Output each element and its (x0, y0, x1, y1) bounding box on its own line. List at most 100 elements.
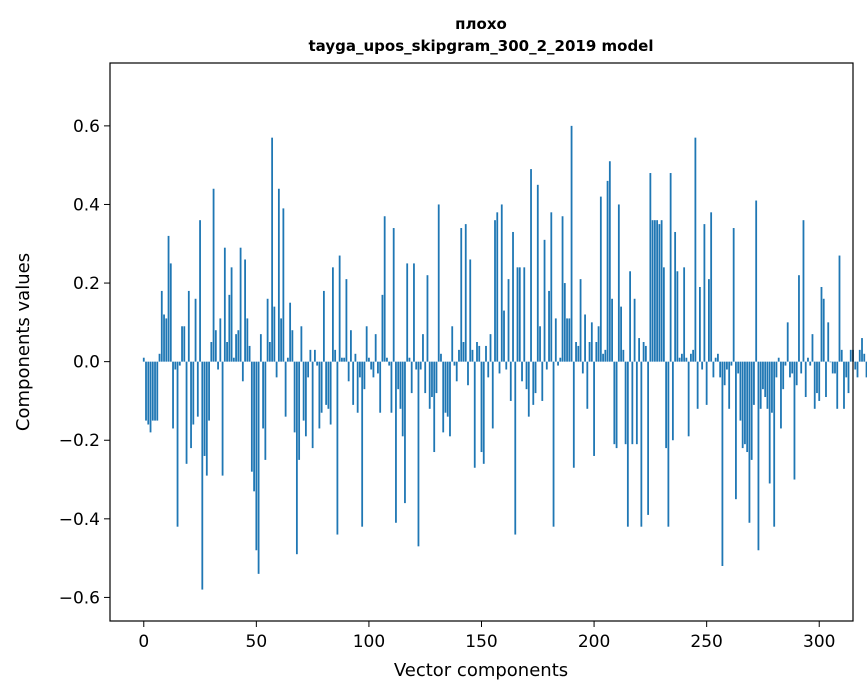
bar-209 (613, 361, 616, 445)
bar-319 (861, 338, 863, 362)
bar-76 (313, 349, 316, 362)
bar-157 (496, 212, 499, 362)
bar-136 (449, 361, 451, 437)
bar-67 (293, 361, 296, 433)
bar-252 (710, 212, 713, 362)
bar-152 (485, 345, 487, 362)
bar-283 (780, 361, 782, 429)
bar-302 (822, 298, 825, 362)
bar-301 (820, 286, 823, 362)
y-axis-ticks: −0.6 −0.4 −0.2 0.0 0.2 0.4 0.6 (59, 117, 110, 608)
bar-186 (561, 216, 564, 362)
bar-3 (149, 361, 152, 433)
bar-38 (228, 294, 231, 362)
bar-158 (498, 361, 501, 374)
bar-57 (271, 137, 274, 362)
bar-52 (259, 334, 262, 362)
bar-308 (836, 361, 839, 409)
bar-295 (807, 357, 809, 362)
bar-212 (620, 306, 622, 362)
bar-193 (577, 345, 580, 362)
bar-68 (295, 361, 298, 555)
bar-205 (604, 349, 607, 362)
bar-285 (784, 361, 787, 366)
bar-32 (214, 330, 217, 362)
bar-219 (635, 361, 638, 445)
bar-276 (764, 361, 767, 398)
bar-79 (320, 361, 323, 413)
bar-218 (633, 298, 636, 362)
bar-110 (390, 361, 393, 413)
bar-229 (658, 224, 661, 362)
chart-title-line1: плохо (455, 15, 507, 33)
bar-40 (232, 357, 235, 362)
bar-224 (647, 361, 650, 515)
bar-21 (190, 361, 192, 449)
bar-177 (541, 361, 544, 401)
bar-246 (696, 361, 699, 409)
bar-35 (221, 361, 224, 476)
bar-201 (595, 342, 598, 362)
bar-13 (172, 361, 174, 429)
bar-125 (424, 361, 427, 394)
bar-289 (793, 361, 796, 480)
bar-198 (588, 342, 591, 362)
bar-101 (370, 361, 373, 370)
bar-263 (735, 361, 737, 500)
bar-121 (415, 361, 418, 370)
bar-78 (318, 361, 321, 429)
bar-108 (386, 357, 388, 362)
bar-211 (617, 204, 620, 362)
bar-282 (777, 357, 780, 362)
bar-284 (782, 361, 785, 390)
bar-306 (831, 361, 834, 374)
bar-50 (255, 361, 258, 551)
bars-group (142, 125, 867, 590)
bar-206 (606, 180, 609, 362)
bar-275 (762, 361, 764, 390)
bar-124 (422, 334, 424, 362)
x-tick-label: 300 (803, 632, 835, 652)
bar-92 (350, 330, 352, 362)
bar-294 (804, 361, 807, 398)
bar-94 (354, 353, 357, 362)
bar-299 (816, 361, 818, 394)
bar-114 (399, 361, 402, 409)
bar-42 (237, 330, 240, 362)
bar-183 (554, 318, 557, 362)
bar-34 (219, 318, 222, 362)
bar-41 (235, 334, 237, 362)
bar-300 (818, 361, 821, 401)
y-tick-label: −0.6 (59, 588, 100, 608)
bar-163 (509, 361, 512, 401)
bar-143 (464, 224, 467, 362)
bar-305 (829, 361, 832, 363)
bar-89 (343, 357, 346, 362)
bar-99 (365, 326, 368, 362)
bar-106 (381, 294, 384, 362)
bar-196 (584, 314, 586, 362)
bar-116 (404, 361, 406, 504)
bar-243 (689, 353, 692, 362)
bar-192 (575, 342, 577, 362)
bar-182 (552, 361, 555, 527)
bar-44 (241, 361, 244, 382)
bar-309 (838, 255, 841, 362)
bar-181 (550, 212, 553, 362)
bar-6 (156, 361, 159, 421)
bar-17 (181, 326, 183, 362)
bar-291 (798, 275, 800, 362)
bar-66 (291, 330, 294, 362)
bar-260 (728, 361, 731, 409)
bar-107 (383, 216, 386, 362)
bar-244 (692, 349, 695, 362)
bar-53 (262, 361, 264, 429)
bar-80 (322, 290, 325, 362)
bar-11 (167, 235, 170, 362)
bar-130 (435, 361, 438, 394)
y-tick-label: −0.2 (59, 431, 100, 451)
bar-126 (426, 275, 429, 362)
bar-28 (205, 361, 208, 476)
bar-48 (250, 361, 253, 472)
bar-208 (611, 298, 613, 362)
